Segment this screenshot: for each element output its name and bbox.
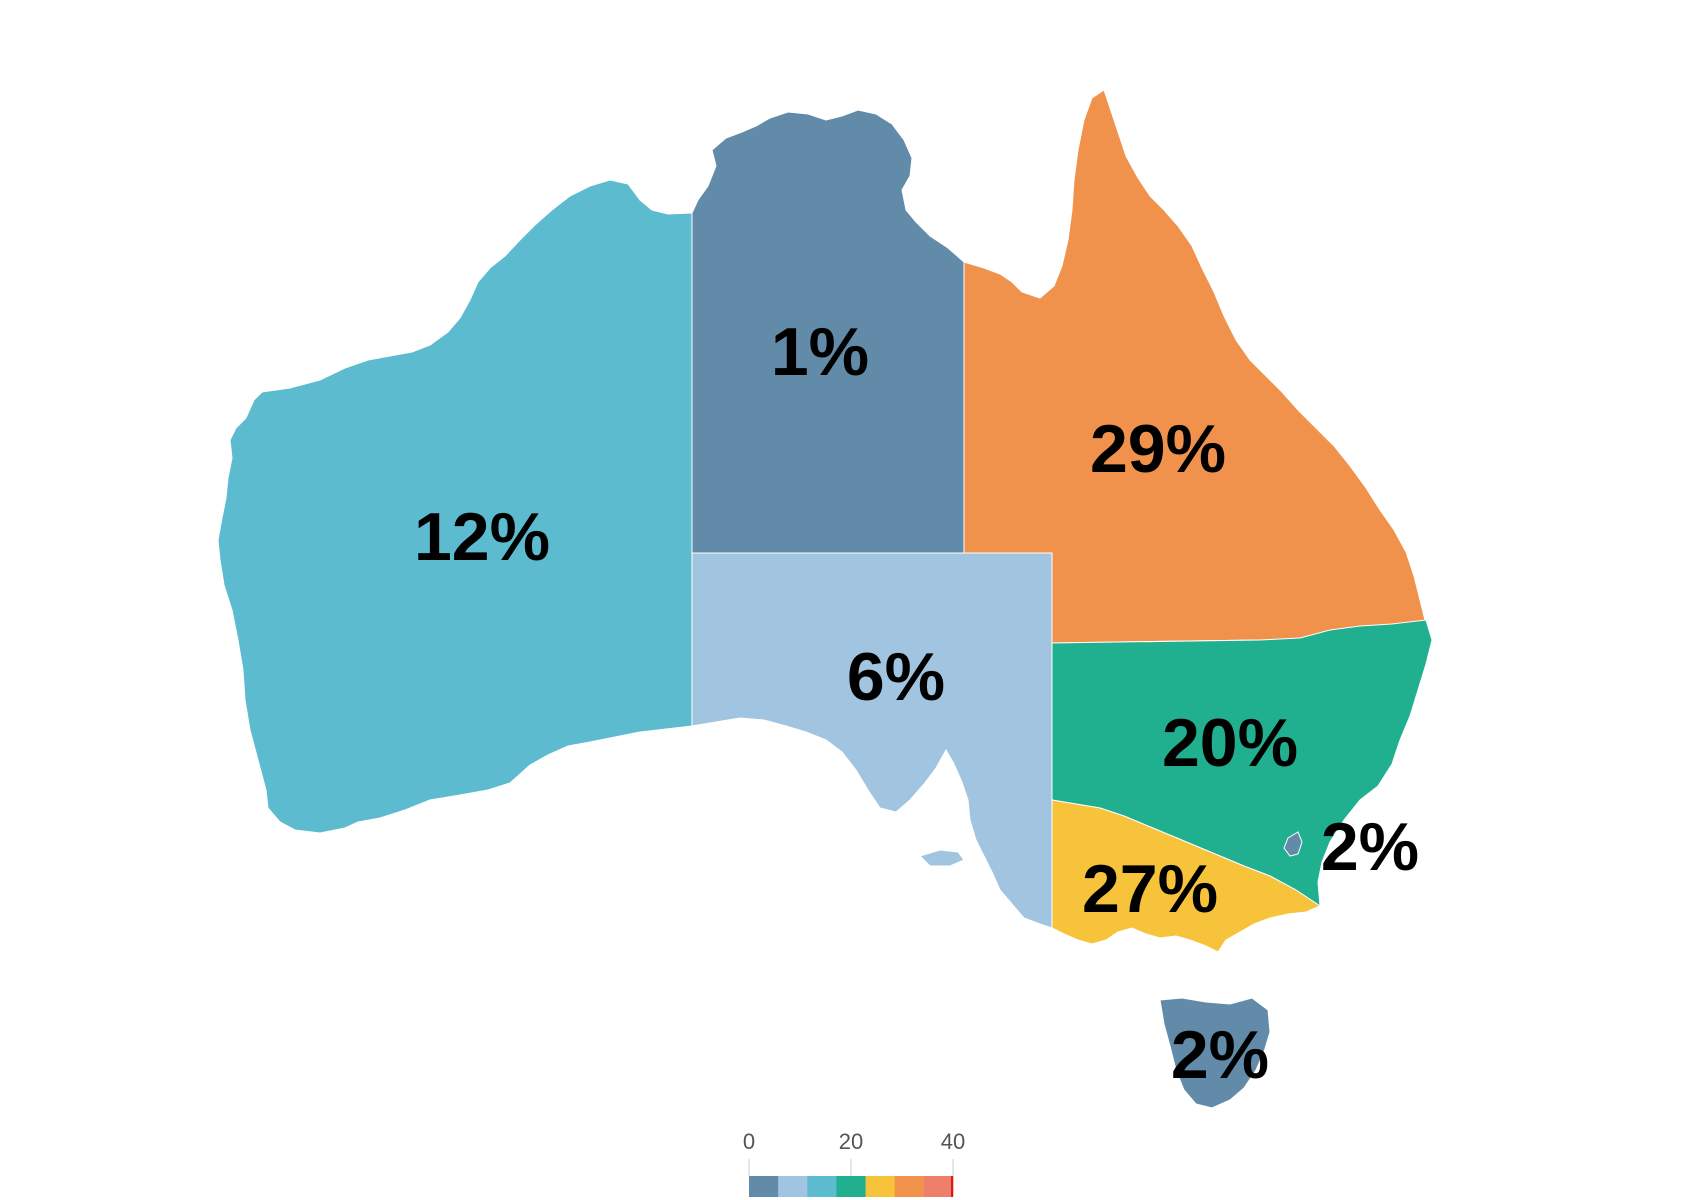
label-tasmania: 2% xyxy=(1171,1017,1269,1093)
legend-swatch-1 xyxy=(778,1176,808,1197)
legend-swatch-5 xyxy=(894,1176,925,1197)
legend-tick-label-40: 40 xyxy=(941,1129,965,1154)
region-south-australia-island xyxy=(919,849,965,867)
legend-end-marker xyxy=(951,1176,953,1197)
label-south-australia: 6% xyxy=(847,639,945,715)
region-south-australia[interactable] xyxy=(691,552,1053,929)
label-western-australia: 12% xyxy=(414,499,550,575)
legend-color-scale xyxy=(749,1176,954,1197)
label-new-south-wales: 20% xyxy=(1162,705,1298,781)
region-queensland[interactable] xyxy=(963,89,1427,644)
legend-swatch-4 xyxy=(865,1176,896,1197)
legend-swatch-0 xyxy=(749,1176,779,1197)
legend-swatch-2 xyxy=(807,1176,837,1197)
region-western-australia[interactable] xyxy=(217,179,693,834)
label-victoria: 27% xyxy=(1082,851,1218,927)
region-victoria[interactable] xyxy=(1051,799,1322,953)
label-australian-capital-territory: 2% xyxy=(1321,809,1419,885)
region-tasmania[interactable] xyxy=(1159,997,1271,1109)
legend-swatch-3 xyxy=(836,1176,867,1197)
label-queensland: 29% xyxy=(1090,411,1226,487)
legend-tick-label-0: 0 xyxy=(743,1129,755,1154)
label-northern-territory: 1% xyxy=(771,314,869,390)
legend-swatch-6 xyxy=(923,1176,954,1197)
region-northern-territory[interactable] xyxy=(691,109,965,554)
color-legend: 0 20 40 xyxy=(743,1129,965,1197)
region-australian-capital-territory[interactable] xyxy=(1283,831,1303,857)
legend-tick-label-20: 20 xyxy=(839,1129,863,1154)
